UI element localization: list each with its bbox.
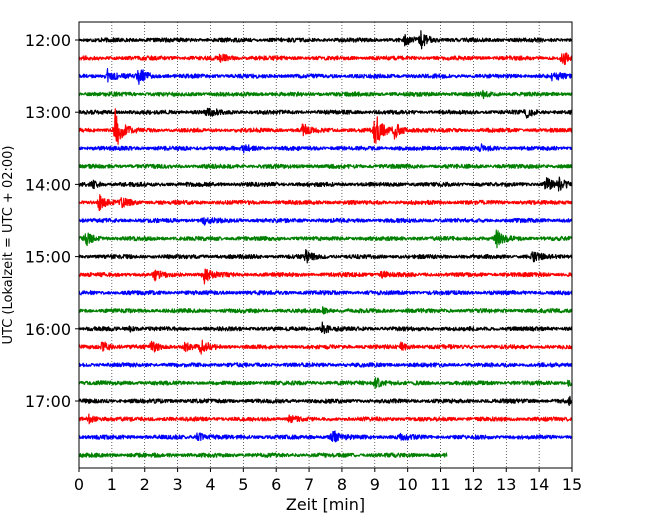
- x-axis-label: Zeit [min]: [286, 495, 365, 514]
- seismic-trace-1245: [78, 89, 573, 100]
- seismic-trace-1630: [78, 362, 573, 368]
- x-tick-label: 0: [74, 475, 84, 494]
- seismic-trace-1400: [78, 176, 573, 192]
- seismic-trace-1715: [78, 413, 573, 425]
- x-tick-label: 1: [107, 475, 117, 494]
- seismic-trace-1230: [78, 68, 573, 85]
- y-tick-label: 14:00: [25, 175, 71, 194]
- grid-layer: [111, 22, 540, 468]
- x-tick-label: 8: [337, 475, 347, 494]
- x-tick-label: 7: [304, 475, 314, 494]
- seismic-trace-1515: [78, 268, 573, 285]
- x-tick-label: 11: [430, 475, 450, 494]
- x-tick-label: 6: [271, 475, 281, 494]
- seismic-trace-1500: [78, 249, 573, 264]
- x-tick-label: 3: [173, 475, 183, 494]
- x-tick-label: 15: [562, 475, 582, 494]
- seismic-trace-1645: [78, 377, 573, 389]
- seismic-trace-1430: [78, 217, 573, 226]
- y-tick-label: 17:00: [25, 392, 71, 411]
- seismic-trace-1300: [78, 107, 573, 119]
- seismic-trace-1600: [78, 321, 573, 335]
- x-tick-label: 13: [496, 475, 516, 494]
- seismic-trace-1530: [78, 290, 573, 296]
- tick-layer: 0 1 2 3 4 5 6 7 8 9 10 11 12 13 14 1512:0013:0014:0015:…: [25, 31, 582, 494]
- trace-layer: [78, 30, 573, 458]
- seismic-trace-1415: [78, 194, 573, 212]
- seismic-trace-1330: [78, 143, 573, 154]
- x-tick-label: 5: [238, 475, 248, 494]
- y-tick-label: 13:00: [25, 103, 71, 122]
- x-tick-label: 14: [529, 475, 549, 494]
- x-tick-label: 10: [397, 475, 417, 494]
- x-tick-label: 9: [370, 475, 380, 494]
- seismic-trace-1700: [78, 395, 573, 407]
- seismic-trace-1345: [78, 163, 573, 170]
- seismic-trace-1615: [78, 339, 573, 355]
- x-tick-label: 2: [140, 475, 150, 494]
- plot-frame: [78, 21, 573, 469]
- seismic-trace-1215: [78, 52, 573, 66]
- seismic-trace-1200: [78, 30, 573, 50]
- seismic-trace-1445: [78, 229, 573, 249]
- y-axis-label: UTC (Lokalzeit = UTC + 02:00): [1, 146, 16, 345]
- seismic-trace-1545: [78, 306, 573, 315]
- seismic-trace-1730: [78, 430, 573, 443]
- x-tick-label: 12: [463, 475, 483, 494]
- y-tick-label: 15:00: [25, 248, 71, 267]
- y-tick-label: 12:00: [25, 31, 71, 50]
- seismic-trace-1315: [78, 108, 573, 145]
- seismic-trace-1745: [78, 452, 448, 458]
- y-tick-label: 16:00: [25, 320, 71, 339]
- x-tick-label: 4: [205, 475, 215, 494]
